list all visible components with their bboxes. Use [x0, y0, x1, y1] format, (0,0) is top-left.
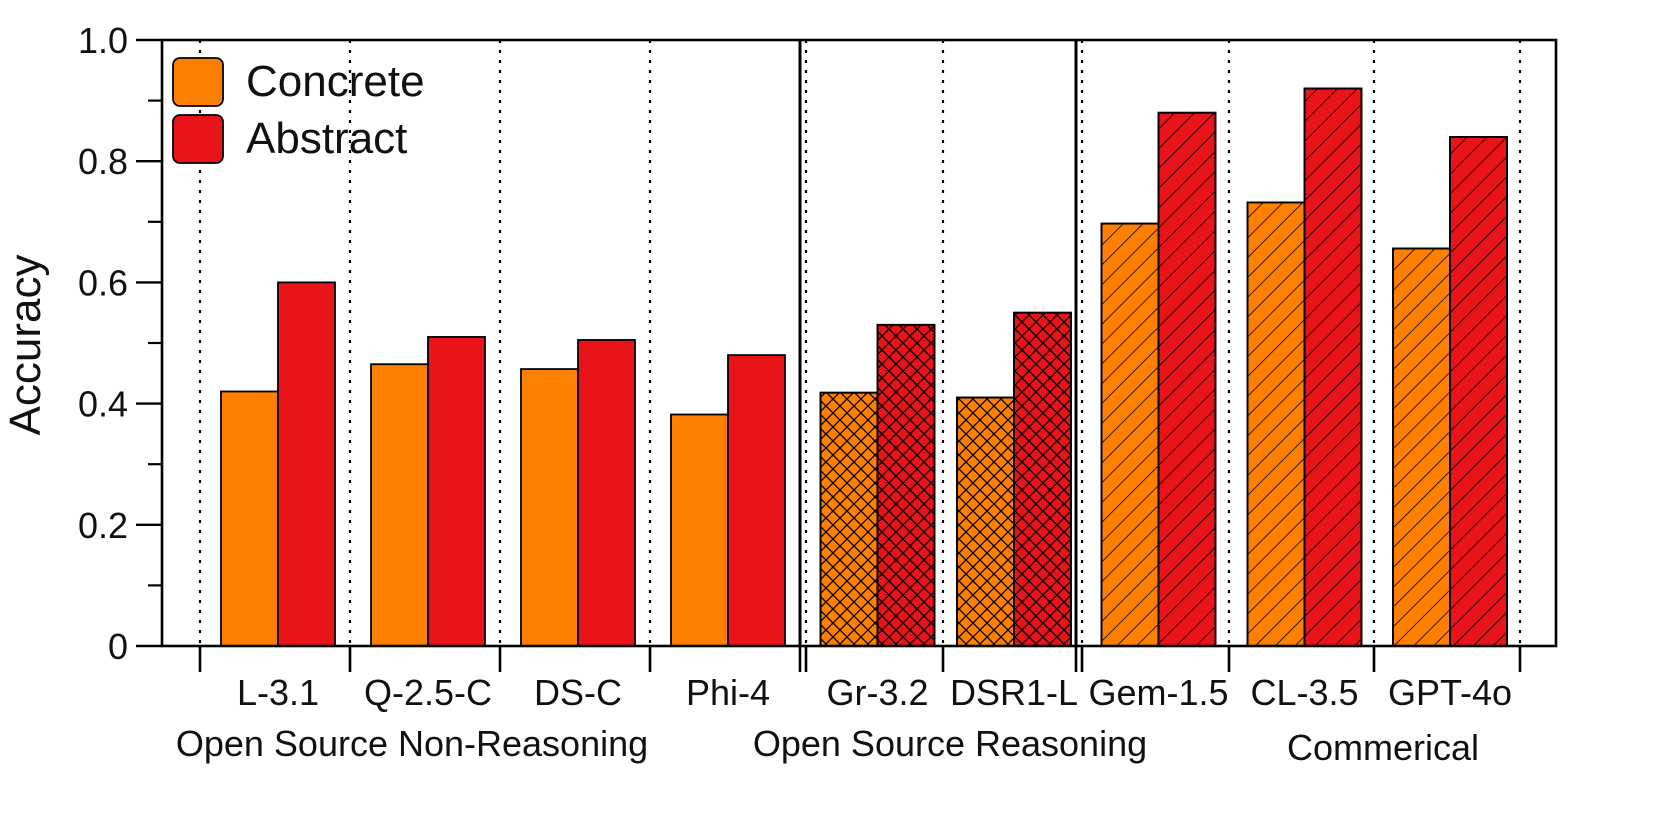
- bar-hatch-concrete-gem-1-5: [1100, 222, 1160, 647]
- x-tick-label-q-2-5-c: Q-2.5-C: [364, 672, 492, 713]
- bar-abstract-ds-c: [577, 339, 636, 647]
- bar-concrete-l-3-1: [220, 390, 279, 647]
- legend-label-concrete: Concrete: [246, 57, 425, 106]
- bar-hatch-concrete-gr-3-2: [819, 391, 879, 647]
- legend-swatch-abstract: [172, 114, 224, 164]
- x-tick-label-cl-3-5: CL-3.5: [1250, 672, 1358, 713]
- x-tick-label-l-3-1: L-3.1: [237, 672, 319, 713]
- x-tick-label-ds-c: DS-C: [534, 672, 622, 713]
- legend: Concrete Abstract: [172, 57, 425, 164]
- bar-hatch-abstract-gr-3-2: [876, 323, 936, 647]
- group-label-open-source-reasoning: Open Source Reasoning: [753, 723, 1147, 764]
- bar-hatch-abstract-cl-3-5: [1303, 87, 1363, 647]
- group-label-commerical: Commerical: [1287, 727, 1479, 768]
- bar-abstract-l-3-1: [277, 281, 336, 647]
- y-tick-label-4: 0.8: [78, 141, 128, 182]
- y-tick-label-3: 0.6: [78, 262, 128, 303]
- bar-concrete-q-2-5-c: [370, 363, 429, 647]
- y-tick-label-2: 0.4: [78, 384, 128, 425]
- y-tick-label-5: 1.0: [78, 20, 128, 61]
- bar-hatch-concrete-gpt-4o: [1392, 247, 1451, 647]
- x-tick-label-gpt-4o: GPT-4o: [1388, 672, 1512, 713]
- x-tick-label-gem-1-5: Gem-1.5: [1088, 672, 1228, 713]
- group-label-open-source-non-reasoning: Open Source Non-Reasoning: [176, 723, 648, 764]
- x-tick-label-gr-3-2: Gr-3.2: [826, 672, 928, 713]
- x-tick-label-phi-4: Phi-4: [686, 672, 770, 713]
- bar-hatch-concrete-cl-3-5: [1246, 201, 1306, 647]
- bar-hatch-abstract-dsr1-l: [1013, 311, 1072, 647]
- bar-hatch-abstract-gem-1-5: [1157, 111, 1217, 647]
- y-tick-label-1: 0.2: [78, 505, 128, 546]
- bar-hatch-abstract-gpt-4o: [1449, 136, 1508, 647]
- bar-concrete-phi-4: [670, 413, 729, 647]
- plot-area: L-3.1 Q-2.5-C DS-C Phi-4 Gr-3.2 DSR1-L Gem-1.5…: [78, 20, 1558, 768]
- bar-abstract-phi-4: [727, 354, 786, 647]
- bar-concrete-ds-c: [520, 368, 579, 647]
- x-tick-label-dsr1-l: DSR1-L: [950, 672, 1078, 713]
- bar-abstract-q-2-5-c: [427, 336, 486, 647]
- legend-swatch-concrete: [172, 57, 224, 107]
- bar-hatch-concrete-dsr1-l: [956, 396, 1015, 647]
- y-tick-label-0: 0: [108, 626, 128, 667]
- y-axis-label: Accuracy: [1, 255, 50, 436]
- legend-label-abstract: Abstract: [246, 114, 407, 163]
